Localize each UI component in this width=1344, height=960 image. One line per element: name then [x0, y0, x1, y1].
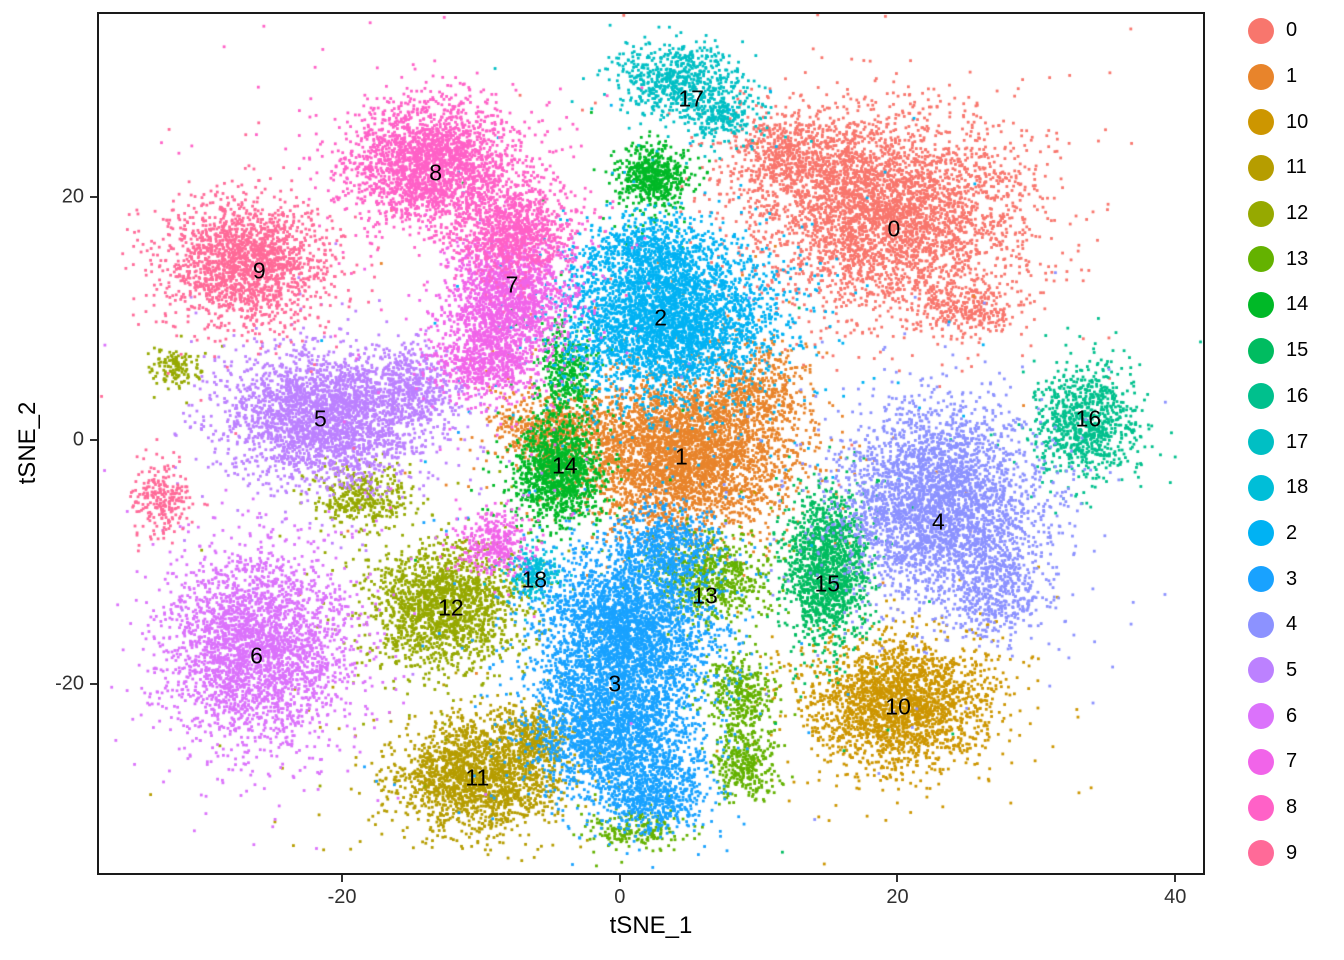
legend-dot-2 — [1248, 520, 1274, 547]
legend-dot-0 — [1248, 17, 1274, 44]
legend-label-2: 2 — [1286, 521, 1298, 544]
legend-label-18: 18 — [1286, 476, 1309, 499]
legend-item-4: 4 — [1248, 602, 1308, 648]
legend-label-14: 14 — [1286, 293, 1309, 316]
y-tick-mark — [90, 195, 97, 198]
y-axis-title: tSNE_2 — [14, 401, 41, 485]
legend-label-12: 12 — [1286, 202, 1309, 225]
legend-item-15: 15 — [1248, 328, 1308, 374]
x-tick-label: 0 — [614, 886, 626, 908]
x-tick-label: -20 — [327, 886, 357, 908]
legend-item-8: 8 — [1248, 785, 1308, 831]
legend-item-10: 10 — [1248, 99, 1308, 145]
legend-item-9: 9 — [1248, 830, 1308, 876]
legend-dot-15 — [1248, 337, 1274, 364]
legend-dot-4 — [1248, 611, 1274, 638]
legend-dot-18 — [1248, 474, 1274, 501]
legend-dot-13 — [1248, 246, 1274, 273]
legend-dot-6 — [1248, 703, 1274, 730]
y-tick-label: -20 — [55, 672, 84, 695]
legend-item-6: 6 — [1248, 693, 1308, 739]
x-tick-mark — [341, 875, 344, 882]
legend-item-17: 17 — [1248, 419, 1308, 465]
legend-item-18: 18 — [1248, 465, 1308, 511]
legend-dot-9 — [1248, 840, 1274, 867]
legend-dot-17 — [1248, 429, 1274, 456]
legend-label-6: 6 — [1286, 704, 1298, 727]
legend-dot-11 — [1248, 154, 1274, 181]
legend-item-11: 11 — [1248, 145, 1308, 191]
legend-item-5: 5 — [1248, 648, 1308, 694]
legend-label-5: 5 — [1286, 658, 1298, 681]
legend-item-3: 3 — [1248, 556, 1308, 602]
legend-dot-7 — [1248, 748, 1274, 775]
legend-label-3: 3 — [1286, 567, 1298, 590]
y-tick-mark — [90, 439, 97, 442]
legend-dot-8 — [1248, 794, 1274, 821]
x-tick-label: 40 — [1164, 886, 1187, 908]
legend-dot-14 — [1248, 291, 1274, 318]
legend-dot-10 — [1248, 109, 1274, 136]
legend-item-1: 1 — [1248, 54, 1308, 100]
legend-label-11: 11 — [1286, 156, 1307, 179]
x-tick-label: 20 — [886, 886, 909, 908]
legend-label-7: 7 — [1286, 750, 1298, 773]
y-tick-label: 0 — [72, 428, 84, 451]
x-tick-mark — [896, 875, 899, 882]
legend-dot-5 — [1248, 657, 1274, 684]
plot-panel: 0 1 10 11 12 13 14 15 16 17 18 2 3 4 5 6 7 8 9 — [97, 12, 1205, 875]
x-axis-title: tSNE_1 — [609, 912, 693, 939]
legend-label-10: 10 — [1286, 110, 1309, 133]
legend-item-2: 2 — [1248, 511, 1308, 557]
legend-dot-16 — [1248, 383, 1274, 410]
legend-label-17: 17 — [1286, 430, 1309, 453]
legend-label-1: 1 — [1286, 65, 1298, 88]
legend-dot-3 — [1248, 566, 1274, 593]
legend-label-15: 15 — [1286, 339, 1309, 362]
legend-item-7: 7 — [1248, 739, 1308, 785]
legend-dot-1 — [1248, 63, 1274, 90]
scatter-canvas — [99, 14, 1203, 873]
legend-label-16: 16 — [1286, 384, 1309, 407]
legend-label-4: 4 — [1286, 613, 1298, 636]
legend-label-0: 0 — [1286, 19, 1298, 42]
legend-label-13: 13 — [1286, 247, 1309, 270]
legend-item-13: 13 — [1248, 236, 1308, 282]
y-tick-mark — [90, 683, 97, 686]
legend-item-12: 12 — [1248, 191, 1308, 237]
legend-label-9: 9 — [1286, 841, 1298, 864]
legend-item-0: 0 — [1248, 8, 1308, 54]
x-tick-mark — [618, 875, 621, 882]
y-tick-label: 20 — [61, 185, 84, 208]
x-tick-mark — [1174, 875, 1177, 882]
legend-label-8: 8 — [1286, 796, 1298, 819]
legend-item-16: 16 — [1248, 374, 1308, 420]
legend-item-14: 14 — [1248, 282, 1308, 328]
legend-dot-12 — [1248, 200, 1274, 227]
legend: 0 1 10 11 12 13 14 15 16 17 18 2 3 4 5 6 7 8 9 — [1248, 8, 1308, 876]
